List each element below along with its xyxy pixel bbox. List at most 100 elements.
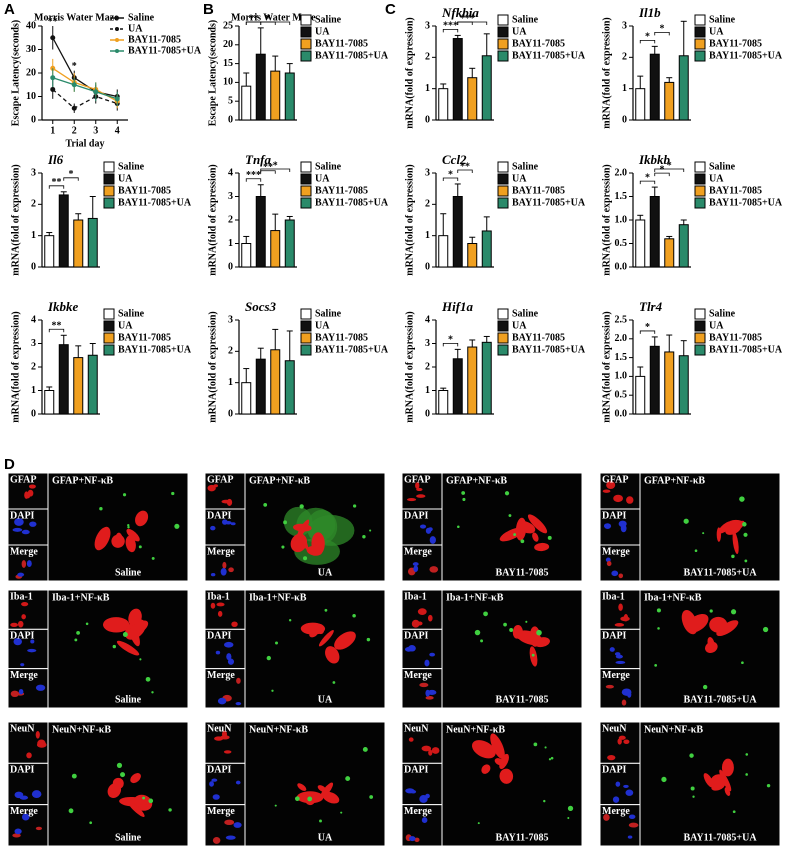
y-tick-label: 1.5 [615,352,628,363]
stain-signal [705,641,718,654]
bar [649,53,660,121]
channel-label: Merge [602,546,630,557]
significance-label: *** [443,21,458,32]
cell-signal [628,814,636,820]
bar [678,224,689,268]
legend-swatch [497,197,509,209]
merged-image [441,589,583,709]
cell-signal [623,739,630,745]
nfkb-dot [151,556,155,560]
point [50,75,56,81]
merged-label: GFAP+NF-κB [644,475,705,486]
nfkb-dot [283,520,287,525]
point [71,82,77,88]
bar [678,355,689,415]
micrograph-panel: GFAP DAPI Merge GFAP+NF-κB UA [204,472,386,582]
y-tick-label: 10 [26,91,36,102]
nfkb-dot [461,491,466,495]
nfkb-dot [362,535,366,539]
channel-tile [7,472,49,510]
nfkb-dot [168,808,172,812]
cell-signal [12,833,21,838]
nfkb-dot [120,772,126,778]
cell-signal [213,484,218,488]
cell-signal [210,525,216,531]
nfkb-dot [362,747,368,752]
nfkb-dot [263,503,268,507]
group-label: BAY11-7085+UA [683,567,757,578]
cell-signal [212,836,221,844]
stain-signal [116,640,140,656]
legend-swatch [694,320,706,332]
channel-label: Merge [602,806,630,817]
cell-signal [19,795,29,800]
legend-label: Saline [512,161,539,172]
cell-signal [212,794,220,800]
bar [452,38,463,121]
legend-label: BAY11-7085 [315,185,368,196]
stain-signal [127,800,145,817]
cell-signal [618,573,624,579]
legend-label: BAY11-7085 [512,38,565,49]
bar [270,230,281,268]
significance-label: * [660,164,665,175]
nfkb-dot [299,504,304,509]
cell-signal [611,570,619,577]
nfkb-dot [457,525,460,529]
chart-title: Ikbke [47,299,79,314]
channel-label: DAPI [207,765,232,776]
micrograph-panel: Iba-1 DAPI Merge Iba-1+NF-κB Saline [7,589,189,709]
legend-label: BAY11-7085+UA [315,197,389,208]
micrograph-panel: GFAP DAPI Merge GFAP+NF-κB BAY11-7085+UA [599,472,781,582]
significance-bracket [245,178,262,182]
legend-swatch [300,161,312,173]
nfkb-dot [536,629,542,636]
point [114,96,120,102]
y-tick-label: 40 [26,20,36,31]
group-label: BAY11-7085 [496,832,549,843]
nfkb-dot [690,786,695,791]
legend-swatch [694,50,706,62]
stain-signal [716,527,722,542]
significance-label: * [273,160,278,171]
cell-signal [20,663,25,667]
stain-signal [107,783,122,799]
nfkb-dot [742,522,747,527]
nfkb-dot [127,524,130,527]
bar [284,219,295,268]
x-tick-label: 3 [93,125,98,136]
bar [44,390,55,415]
nfkb-dot [112,644,116,649]
bar [284,72,295,121]
legend-label: UA [709,173,724,184]
nfkb-dot [116,762,123,768]
legend-swatch [694,14,706,26]
legend-swatch [694,197,706,209]
legend-label: BAY11-7085+UA [709,344,783,355]
legend-swatch [103,185,115,197]
chart-title: Ikbkb [638,152,671,167]
cell-signal [615,654,623,659]
y-axis-label: mRNA(fold of expression) [601,17,612,128]
y-tick-label: 2 [31,361,36,372]
legend-swatch [300,38,312,50]
cell-signal [428,527,433,532]
y-tick-label: 2.5 [615,314,628,325]
chart-title: Ccl2 [442,152,467,167]
legend-swatch [694,185,706,197]
legend-label: BAY11-7085+UA [118,344,192,355]
channel-label: GFAP [207,474,233,485]
cell-signal [606,561,612,567]
nfkb-dot [122,493,127,497]
channel-label: DAPI [602,510,627,521]
merged-label: NeuN+NF-κB [446,724,505,735]
merged-label: Iba-1+NF-κB [446,592,504,603]
channel-label: Merge [207,670,235,681]
legend-swatch [497,308,509,320]
nfkb-dot [533,742,538,747]
panel-letter: B [203,1,214,18]
nfkb-dot [520,539,525,544]
legend-swatch [300,308,312,320]
legend-marker [115,38,119,42]
nfkb-dot [762,626,769,633]
